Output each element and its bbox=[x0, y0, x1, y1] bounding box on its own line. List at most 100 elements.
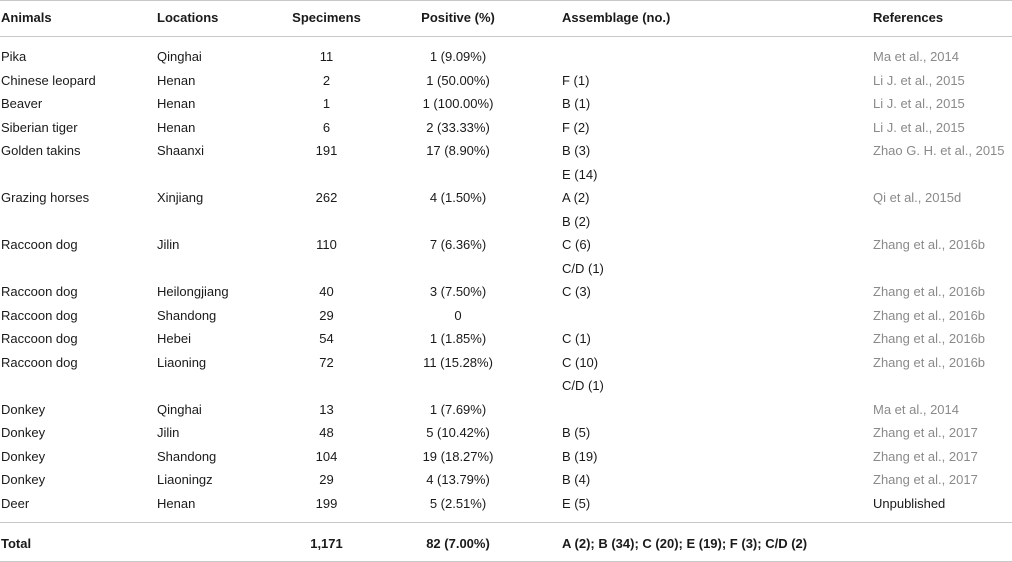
header-locations: Locations bbox=[157, 10, 219, 25]
total-positive: 82 (7.00%) bbox=[426, 536, 490, 551]
total-row: Total 1,171 82 (7.00%) A (2); B (34); C … bbox=[0, 532, 1012, 556]
cell-animal: Raccoon dog bbox=[1, 284, 78, 299]
cell-location: Jilin bbox=[157, 237, 180, 252]
cell-reference: Zhang et al., 2017 bbox=[873, 472, 978, 487]
cell-location: Shandong bbox=[157, 448, 217, 464]
cell-positive: 0 bbox=[454, 307, 462, 323]
cell-specimens: 29 bbox=[319, 472, 334, 487]
header-row: Animals Locations Specimens Positive (%)… bbox=[0, 6, 1012, 30]
total-rule bbox=[0, 522, 1012, 523]
cell-location: Qinghai bbox=[157, 401, 202, 417]
cell-animal: Donkey bbox=[1, 401, 46, 417]
cell-location: Henan bbox=[157, 495, 196, 511]
cell-assemblage: A (2) bbox=[562, 190, 590, 205]
cell-reference: Unpublished bbox=[873, 495, 946, 511]
cell-positive: 1 (1.85%) bbox=[429, 331, 487, 346]
cell-positive: 11 (15.28%) bbox=[423, 354, 493, 370]
cell-location: Shandong bbox=[157, 307, 217, 323]
table-row: Donkey Liaoningz 29 4 (13.79%) B (4) Zhang et… bbox=[0, 468, 1012, 492]
cell-location: Henan bbox=[157, 119, 196, 135]
cell-assemblage: C (6) bbox=[562, 237, 591, 252]
cell-reference: Zhang et al., 2016b bbox=[873, 237, 986, 252]
table-row: Raccoon dog Heilongjiang 40 3 (7.50%) C (3) Z… bbox=[0, 280, 1012, 304]
cell-location: Hebei bbox=[157, 331, 191, 346]
cell-specimens: 2 bbox=[322, 72, 331, 88]
cell-positive: 4 (1.50%) bbox=[429, 190, 487, 205]
cell-reference: Ma et al., 2014 bbox=[873, 401, 959, 417]
cell-specimens: 13 bbox=[319, 401, 334, 417]
cell-assemblage: B (19) bbox=[562, 448, 598, 464]
cell-location: Liaoningz bbox=[157, 472, 213, 487]
cell-animal: Donkey bbox=[1, 448, 46, 464]
cell-reference: Li J. et al., 2015 bbox=[873, 72, 965, 88]
cell-positive: 1 (9.09%) bbox=[429, 49, 487, 64]
cell-animal: Raccoon dog bbox=[1, 237, 78, 252]
cell-specimens: 199 bbox=[315, 495, 338, 511]
cell-assemblage: B (2) bbox=[562, 213, 591, 229]
cell-reference: Qi et al., 2015d bbox=[873, 190, 962, 205]
header-assemblage: Assemblage (no.) bbox=[562, 10, 671, 25]
cell-specimens: 40 bbox=[319, 284, 334, 299]
cell-location: Qinghai bbox=[157, 49, 202, 64]
cell-positive: 5 (2.51%) bbox=[429, 495, 487, 511]
cell-specimens: 72 bbox=[319, 354, 334, 370]
cell-positive: 5 (10.42%) bbox=[426, 425, 490, 440]
cell-assemblage: F (2) bbox=[562, 119, 590, 135]
cell-animal: Beaver bbox=[1, 96, 43, 111]
cell-positive: 17 (8.90%) bbox=[426, 143, 490, 158]
cell-positive: 3 (7.50%) bbox=[429, 284, 487, 299]
table-row: E (14) bbox=[0, 163, 1012, 187]
cell-location: Henan bbox=[157, 96, 196, 111]
cell-specimens: 6 bbox=[322, 119, 331, 135]
cell-animal: Donkey bbox=[1, 472, 46, 487]
cell-specimens: 1 bbox=[322, 96, 331, 111]
cell-reference: Li J. et al., 2015 bbox=[873, 96, 965, 111]
cell-positive: 7 (6.36%) bbox=[429, 237, 487, 252]
cell-animal: Deer bbox=[1, 495, 30, 511]
table-row: Donkey Qinghai 13 1 (7.69%) Ma et al., 2014 bbox=[0, 398, 1012, 422]
table-row: Pika Qinghai 11 1 (9.09%) Ma et al., 2014 bbox=[0, 45, 1012, 69]
table-row: C/D (1) bbox=[0, 257, 1012, 281]
table-row: Raccoon dog Shandong 29 0 Zhang et al., 2016… bbox=[0, 304, 1012, 328]
table-row: C/D (1) bbox=[0, 374, 1012, 398]
header-references: References bbox=[873, 10, 944, 25]
cell-assemblage: C (3) bbox=[562, 284, 591, 299]
cell-animal: Raccoon dog bbox=[1, 307, 78, 323]
table-row: Chinese leopard Henan 2 1 (50.00%) F (1) Li J… bbox=[0, 69, 1012, 93]
table-row: Golden takins Shaanxi 191 17 (8.90%) B (3) Zh… bbox=[0, 139, 1012, 163]
cell-specimens: 104 bbox=[315, 448, 338, 464]
table-row: Beaver Henan 1 1 (100.00%) B (1) Li J. et al.… bbox=[0, 92, 1012, 116]
cell-specimens: 262 bbox=[315, 190, 338, 205]
cell-animal: Donkey bbox=[1, 425, 46, 440]
table-row: Raccoon dog Liaoning 72 11 (15.28%) C (10) Zh… bbox=[0, 351, 1012, 375]
table-row: Donkey Shandong 104 19 (18.27%) B (19) Zhang … bbox=[0, 445, 1012, 469]
cell-specimens: 110 bbox=[316, 237, 337, 252]
cell-location: Xinjiang bbox=[157, 190, 204, 205]
cell-reference: Li J. et al., 2015 bbox=[873, 119, 965, 135]
cell-specimens: 11 bbox=[319, 49, 334, 64]
cell-positive: 1 (50.00%) bbox=[426, 72, 490, 88]
cell-animal: Pika bbox=[1, 49, 27, 64]
cell-reference: Zhang et al., 2016b bbox=[873, 354, 986, 370]
cell-assemblage: F (1) bbox=[562, 72, 590, 88]
table-row: B (2) bbox=[0, 210, 1012, 234]
table-row: Raccoon dog Hebei 54 1 (1.85%) C (1) Zhang et… bbox=[0, 327, 1012, 351]
cell-specimens: 29 bbox=[319, 307, 334, 323]
cell-animal: Grazing horses bbox=[1, 190, 90, 205]
cell-animal: Chinese leopard bbox=[1, 72, 96, 88]
cell-reference: Zhang et al., 2017 bbox=[873, 448, 978, 464]
total-specimens: 1,171 bbox=[310, 536, 343, 551]
table-row: Deer Henan 199 5 (2.51%) E (5) Unpublished bbox=[0, 492, 1012, 516]
cell-reference: Zhang et al., 2016b bbox=[873, 331, 986, 346]
cell-assemblage: C (1) bbox=[562, 331, 591, 346]
table-row: Raccoon dog Jilin 110 7 (6.36%) C (6) Zhang e… bbox=[0, 233, 1012, 257]
cell-assemblage: E (5) bbox=[562, 495, 591, 511]
cell-assemblage: B (1) bbox=[562, 96, 591, 111]
cell-location: Heilongjiang bbox=[157, 284, 229, 299]
table-row: Grazing horses Xinjiang 262 4 (1.50%) A (2) Q… bbox=[0, 186, 1012, 210]
header-animals: Animals bbox=[1, 10, 52, 25]
cell-location: Shaanxi bbox=[157, 143, 204, 158]
cell-assemblage: C/D (1) bbox=[562, 378, 604, 393]
cell-positive: 1 (100.00%) bbox=[422, 96, 494, 111]
